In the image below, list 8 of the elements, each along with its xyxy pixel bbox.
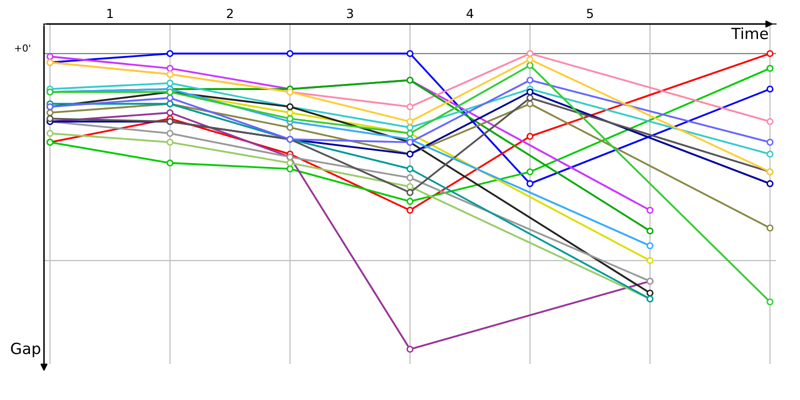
text: 1: [107, 8, 113, 18]
text: 5: [586, 8, 593, 18]
ref-line-label: +0': [15, 44, 30, 52]
x-axis-title: Time: [731, 27, 768, 40]
y-axis-title: Gap: [11, 342, 40, 358]
text: 3: [346, 8, 353, 18]
text: 2: [226, 8, 233, 18]
text: 4: [466, 8, 474, 18]
